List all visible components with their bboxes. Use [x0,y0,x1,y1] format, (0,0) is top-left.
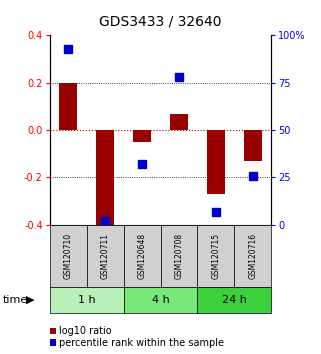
Point [102,218,108,224]
Text: 24 h: 24 h [222,295,247,305]
Point [140,161,145,167]
Bar [170,114,188,130]
Bar [96,130,114,225]
Text: GSM120715: GSM120715 [211,233,221,279]
Point [213,209,218,215]
Text: 4 h: 4 h [152,295,169,305]
Text: GSM120711: GSM120711 [100,233,110,279]
Bar [133,130,151,142]
Point [250,173,256,178]
Text: time: time [3,295,29,305]
Text: GSM120716: GSM120716 [248,233,257,279]
Text: GSM120648: GSM120648 [137,233,147,279]
Text: GSM120708: GSM120708 [174,233,184,279]
Point [66,46,71,51]
Bar [207,130,225,194]
Text: GDS3433 / 32640: GDS3433 / 32640 [99,14,222,28]
Text: GSM120710: GSM120710 [64,233,73,279]
Text: 1 h: 1 h [78,295,95,305]
Bar [59,83,77,130]
Text: log10 ratio: log10 ratio [59,326,111,336]
Text: percentile rank within the sample: percentile rank within the sample [59,338,224,348]
Text: ▶: ▶ [26,295,35,305]
Bar [244,130,262,161]
Point [177,74,182,80]
